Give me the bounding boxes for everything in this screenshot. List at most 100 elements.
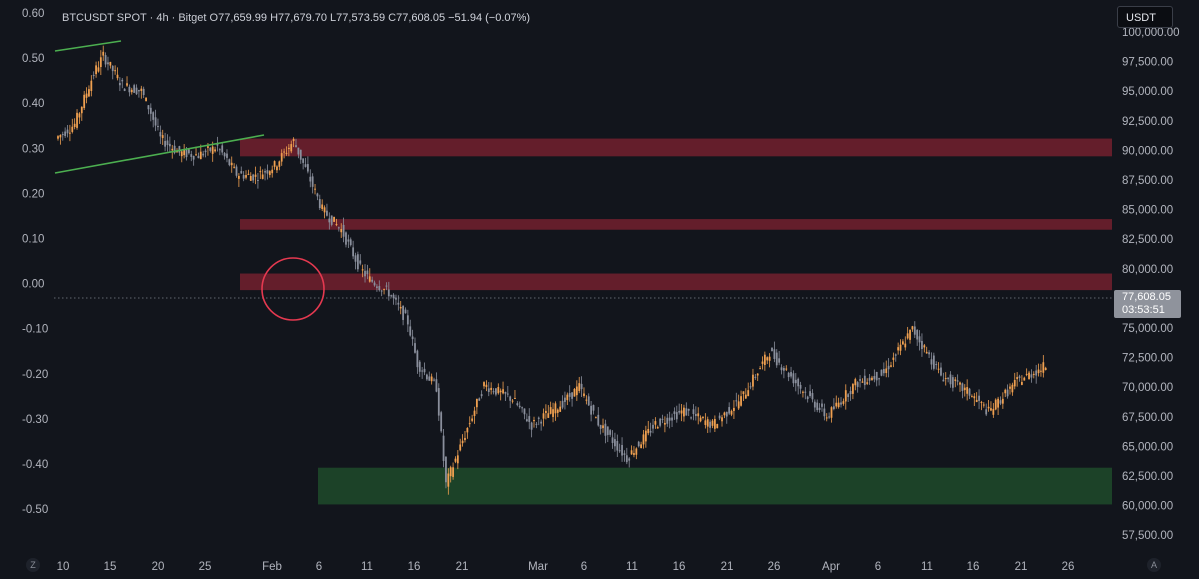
candle-body: [825, 417, 828, 419]
candle-body: [430, 376, 433, 382]
candle-body: [756, 373, 759, 376]
candle-body: [718, 415, 721, 419]
candle-body: [602, 425, 604, 429]
candle-body: [364, 270, 366, 277]
candle-body: [1025, 373, 1028, 375]
candle-body: [204, 150, 207, 153]
candle-body: [868, 377, 871, 381]
candle-body: [580, 383, 583, 390]
candle-body: [806, 396, 809, 400]
candle-body: [280, 153, 283, 162]
candle-body: [961, 383, 964, 391]
candle-body: [759, 368, 761, 370]
auto-scale-button[interactable]: A: [1147, 558, 1161, 572]
candle-body: [783, 368, 785, 371]
last-price-value: 77,608.05: [1122, 291, 1171, 303]
candle-body: [440, 412, 443, 432]
candle-body: [549, 407, 552, 414]
candle-body: [188, 149, 190, 154]
candle-body: [183, 149, 186, 156]
x-tick-label: 16: [673, 561, 686, 573]
candle-body: [418, 361, 421, 372]
candle-body: [890, 365, 892, 367]
candle-body: [411, 336, 414, 340]
candle-body: [559, 406, 562, 412]
candle-body: [859, 379, 861, 381]
candle-body: [118, 82, 121, 86]
candle-body: [749, 386, 752, 388]
candle-body: [195, 154, 197, 156]
candle-body: [852, 384, 854, 394]
left-tick-label: 0.60: [22, 8, 44, 20]
ohlc-header-part: 77,608.05: [396, 12, 445, 24]
candle-body: [499, 390, 502, 393]
candle-body: [304, 164, 307, 167]
candle-body: [542, 413, 545, 419]
candle-body: [594, 417, 597, 419]
candle-body: [706, 419, 709, 427]
candle-body: [433, 379, 435, 381]
candle-body: [571, 392, 573, 399]
right-tick-label: 62,500.00: [1122, 471, 1173, 483]
candle-body: [894, 354, 897, 356]
candle-body: [473, 410, 476, 417]
candle-body: [171, 148, 174, 151]
candle-body: [333, 216, 335, 222]
candle-body: [828, 416, 831, 418]
candle-body: [892, 357, 895, 360]
x-tick-label: 10: [57, 561, 70, 573]
left-tick-label: -0.40: [22, 459, 48, 471]
candle-body: [57, 136, 59, 139]
candle-body: [1013, 379, 1016, 387]
candle-body: [352, 247, 355, 257]
candle-body: [402, 305, 404, 320]
candle-body: [871, 377, 873, 381]
candle-body: [178, 146, 181, 153]
candle-body: [823, 408, 826, 417]
candle-body: [552, 409, 554, 417]
candle-body: [899, 344, 902, 351]
candle-body: [285, 152, 288, 154]
candle-body: [152, 112, 155, 120]
candle-body: [654, 421, 657, 425]
candle-body: [233, 166, 236, 168]
candle-body: [216, 143, 219, 146]
candle-body: [787, 372, 790, 378]
candle-body: [590, 405, 593, 415]
left-tick-label: 0.20: [22, 188, 44, 200]
ohlc-header-part: 77,573.59: [336, 12, 385, 24]
candle-body: [207, 146, 209, 148]
candle-body: [414, 343, 416, 353]
candle-body: [140, 88, 143, 91]
candle-body: [744, 394, 747, 399]
candle-body: [218, 149, 221, 151]
x-tick-label: Apr: [822, 561, 840, 573]
unit-selector-button[interactable]: USDT: [1117, 6, 1173, 28]
left-tick-label: -0.10: [22, 324, 48, 336]
x-axis: 10 15 20 25 Feb 6 11 16 21 Mar 6 11 16 21 26 Apr 6 11 16 21…: [57, 561, 1075, 573]
candle-body: [687, 408, 690, 411]
candle-body: [916, 330, 919, 340]
candle-body: [423, 368, 426, 373]
candle-body: [516, 403, 519, 406]
candle-body: [342, 224, 345, 237]
candle-body: [675, 412, 678, 420]
candle-body: [747, 390, 750, 397]
highlight-circle: [261, 257, 325, 321]
candle-body: [88, 89, 90, 97]
x-tick-label: 21: [1015, 561, 1028, 573]
right-tick-label: 87,500.00: [1122, 175, 1173, 187]
candle-body: [773, 349, 776, 359]
candle-body: [837, 402, 840, 408]
candle-body: [673, 411, 676, 414]
candle-body: [385, 285, 388, 287]
candle-body: [97, 67, 100, 72]
candle-body: [768, 356, 771, 361]
x-tick-label: 16: [408, 561, 421, 573]
zoom-reset-button[interactable]: Z: [26, 558, 40, 572]
candle-body: [523, 408, 526, 415]
candle-body: [1032, 373, 1035, 375]
candle-body: [999, 400, 1002, 404]
